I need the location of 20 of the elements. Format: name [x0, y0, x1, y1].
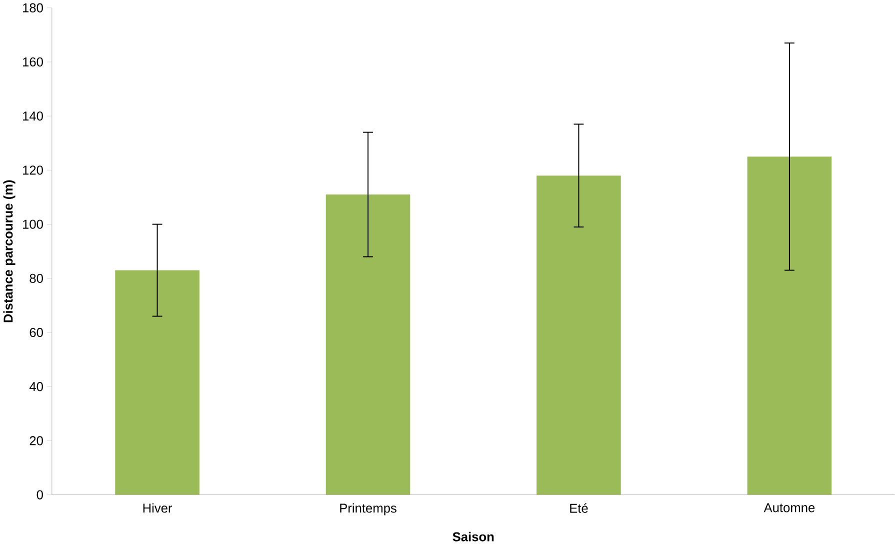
y-axis-title: Distance parcourue (m) [3, 180, 16, 322]
x-tick-label: Eté [570, 503, 588, 514]
y-tick-label: 140 [23, 112, 43, 121]
y-tick-label: 100 [23, 220, 43, 229]
y-tick-label: 80 [30, 274, 43, 284]
y-tick-label: 120 [23, 166, 43, 175]
y-tick-label: 0 [36, 490, 43, 500]
bar [326, 194, 410, 495]
x-axis-title: Saison [452, 532, 494, 542]
y-tick-label: 20 [30, 436, 43, 446]
x-tick-label: Printemps [340, 503, 396, 516]
bar [536, 176, 621, 495]
bar [115, 270, 200, 495]
y-tick-label: 40 [29, 382, 43, 392]
x-tick-label: Automne [764, 503, 815, 512]
y-tick-label: 160 [23, 58, 43, 67]
y-tick-label: 60 [30, 328, 43, 338]
bar [747, 156, 832, 495]
y-tick-label: 180 [23, 3, 43, 13]
x-tick-label: Hiver [143, 503, 172, 513]
